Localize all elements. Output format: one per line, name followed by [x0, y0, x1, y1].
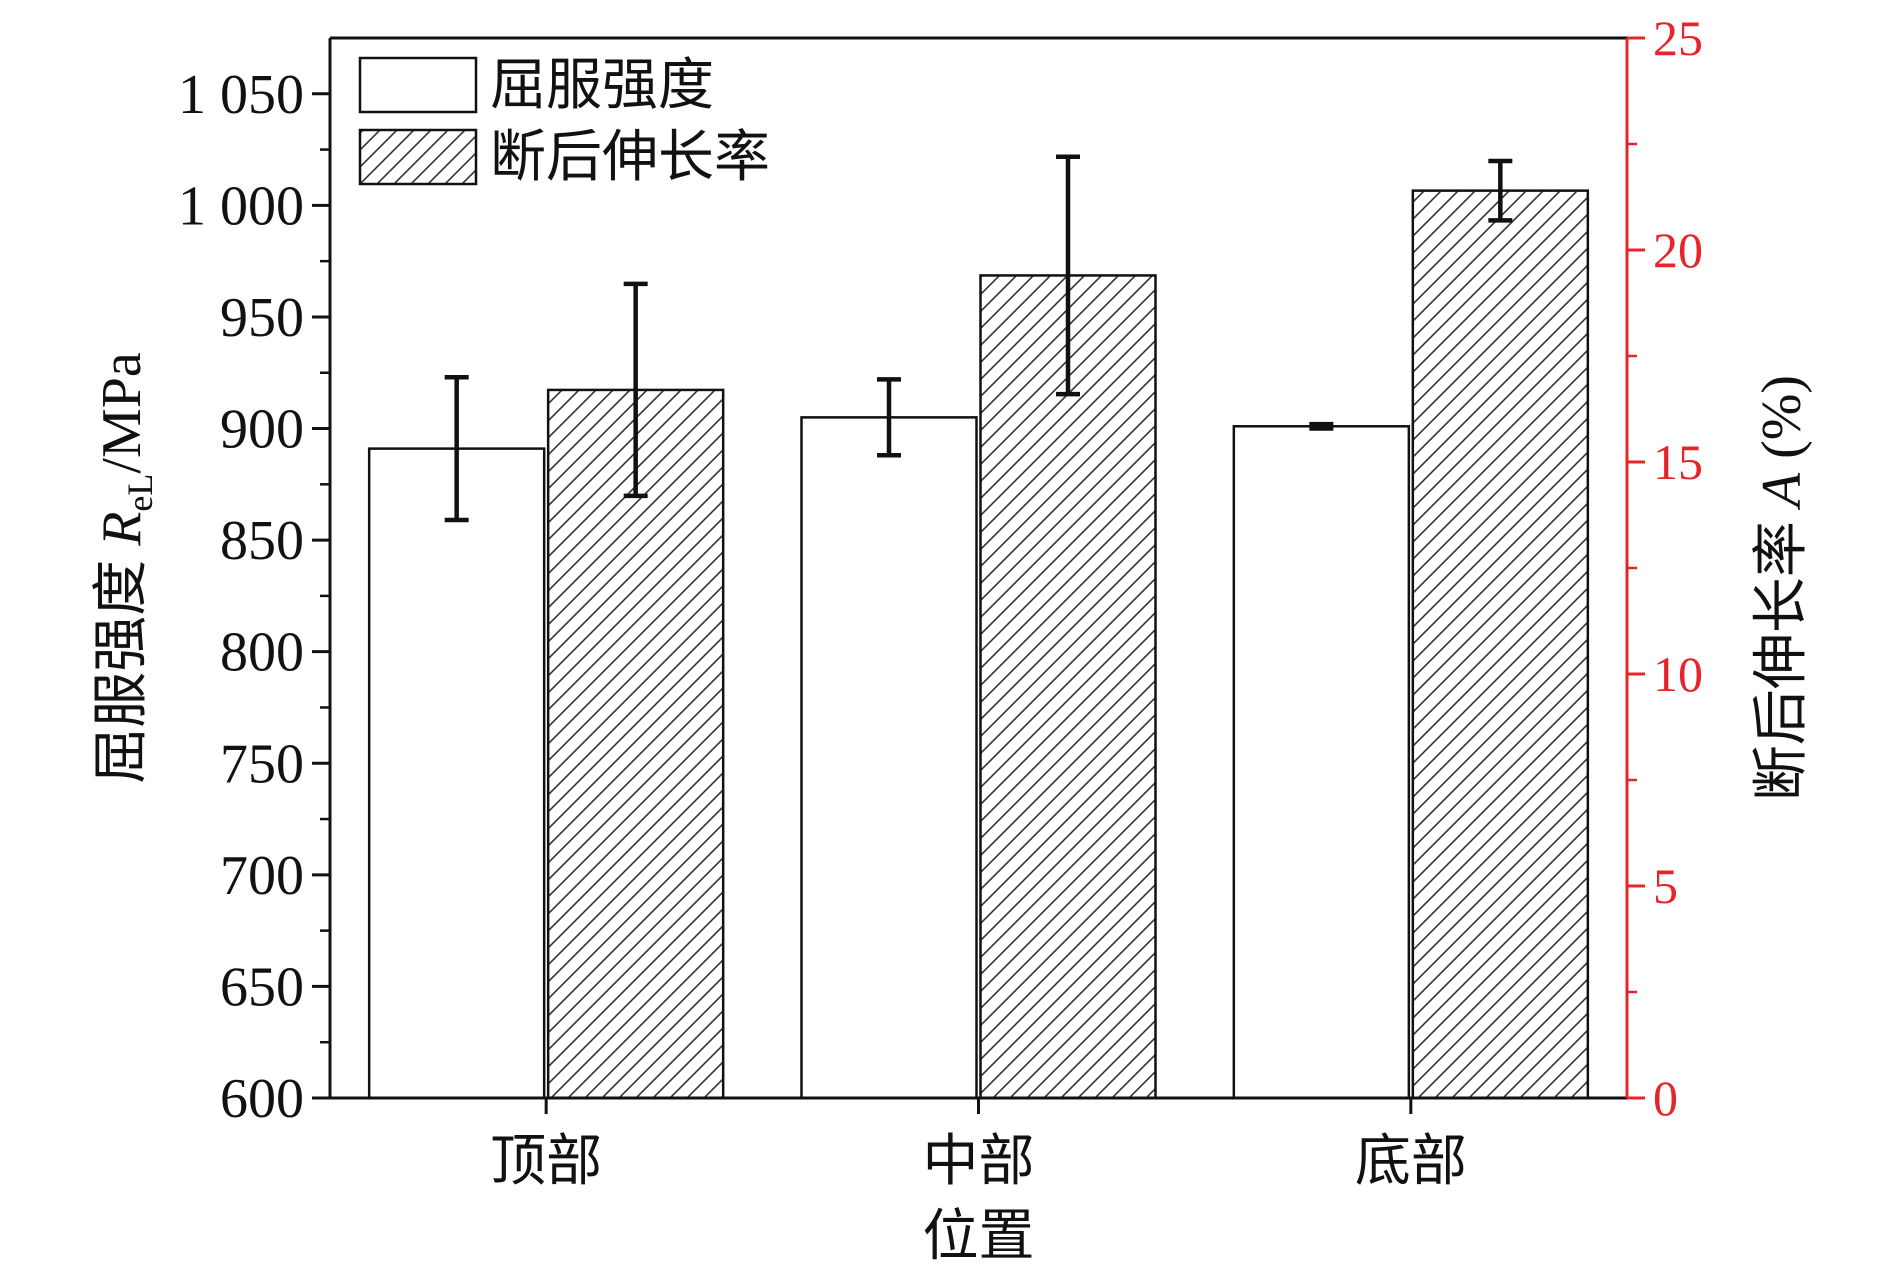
left-tick-label: 800	[220, 622, 304, 684]
right-axis-title-prefix: 断后伸长率	[1751, 507, 1813, 801]
bar-elongation	[979, 274, 1157, 1100]
right-tick-label: 25	[1653, 10, 1703, 66]
left-axis-title-prefix: 屈服强度	[91, 546, 153, 784]
x-axis-title: 位置	[923, 1206, 1035, 1268]
left-tick-label: 950	[220, 287, 304, 349]
left-axis-title-subscript: eL	[120, 474, 160, 512]
legend-label: 屈服强度	[490, 55, 714, 117]
right-axis-title: 断后伸长率 A (%)	[1751, 375, 1813, 801]
right-axis-title-suffix: (%)	[1751, 375, 1813, 473]
legend-swatch-yield	[358, 56, 478, 114]
x-tick-label: 中部	[923, 1131, 1035, 1193]
bar-yield-strength	[367, 447, 546, 1100]
right-tick-label: 20	[1653, 222, 1703, 278]
bar-elongation	[1411, 189, 1590, 1100]
left-axis-title-suffix: /MPa	[91, 352, 153, 473]
left-axis-title: 屈服强度 ReL/MPa	[91, 352, 160, 784]
legend-label: 断后伸长率	[490, 127, 770, 189]
left-tick-label: 650	[220, 956, 304, 1018]
left-tick-label: 1 050	[178, 64, 304, 126]
left-tick-label: 700	[220, 845, 304, 907]
right-tick-label: 15	[1653, 434, 1703, 490]
bar-yield-strength	[1232, 425, 1411, 1100]
left-tick-label: 850	[220, 510, 304, 572]
right-axis-title-symbol: A	[1751, 472, 1813, 511]
right-tick-label: 0	[1653, 1070, 1678, 1126]
left-axis-title-symbol: R	[91, 512, 153, 547]
legend-swatch-elongation	[358, 128, 478, 186]
left-tick-label: 900	[220, 399, 304, 461]
left-tick-label: 1 000	[178, 175, 304, 237]
left-tick-label: 750	[220, 733, 304, 795]
x-tick-label: 顶部	[490, 1131, 602, 1193]
right-tick-label: 10	[1653, 646, 1703, 702]
left-tick-label: 600	[220, 1068, 304, 1130]
x-tick-label: 底部	[1355, 1131, 1467, 1193]
bar-yield-strength	[800, 416, 978, 1100]
bar-elongation	[546, 388, 725, 1100]
right-tick-label: 5	[1653, 858, 1678, 914]
